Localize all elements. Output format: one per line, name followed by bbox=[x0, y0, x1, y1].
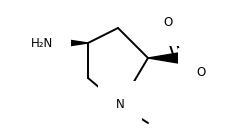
Text: O: O bbox=[163, 16, 173, 29]
Polygon shape bbox=[148, 53, 178, 63]
Text: O: O bbox=[196, 66, 205, 79]
Polygon shape bbox=[55, 38, 88, 48]
Text: H₂N: H₂N bbox=[31, 37, 53, 50]
Text: N: N bbox=[116, 99, 124, 111]
